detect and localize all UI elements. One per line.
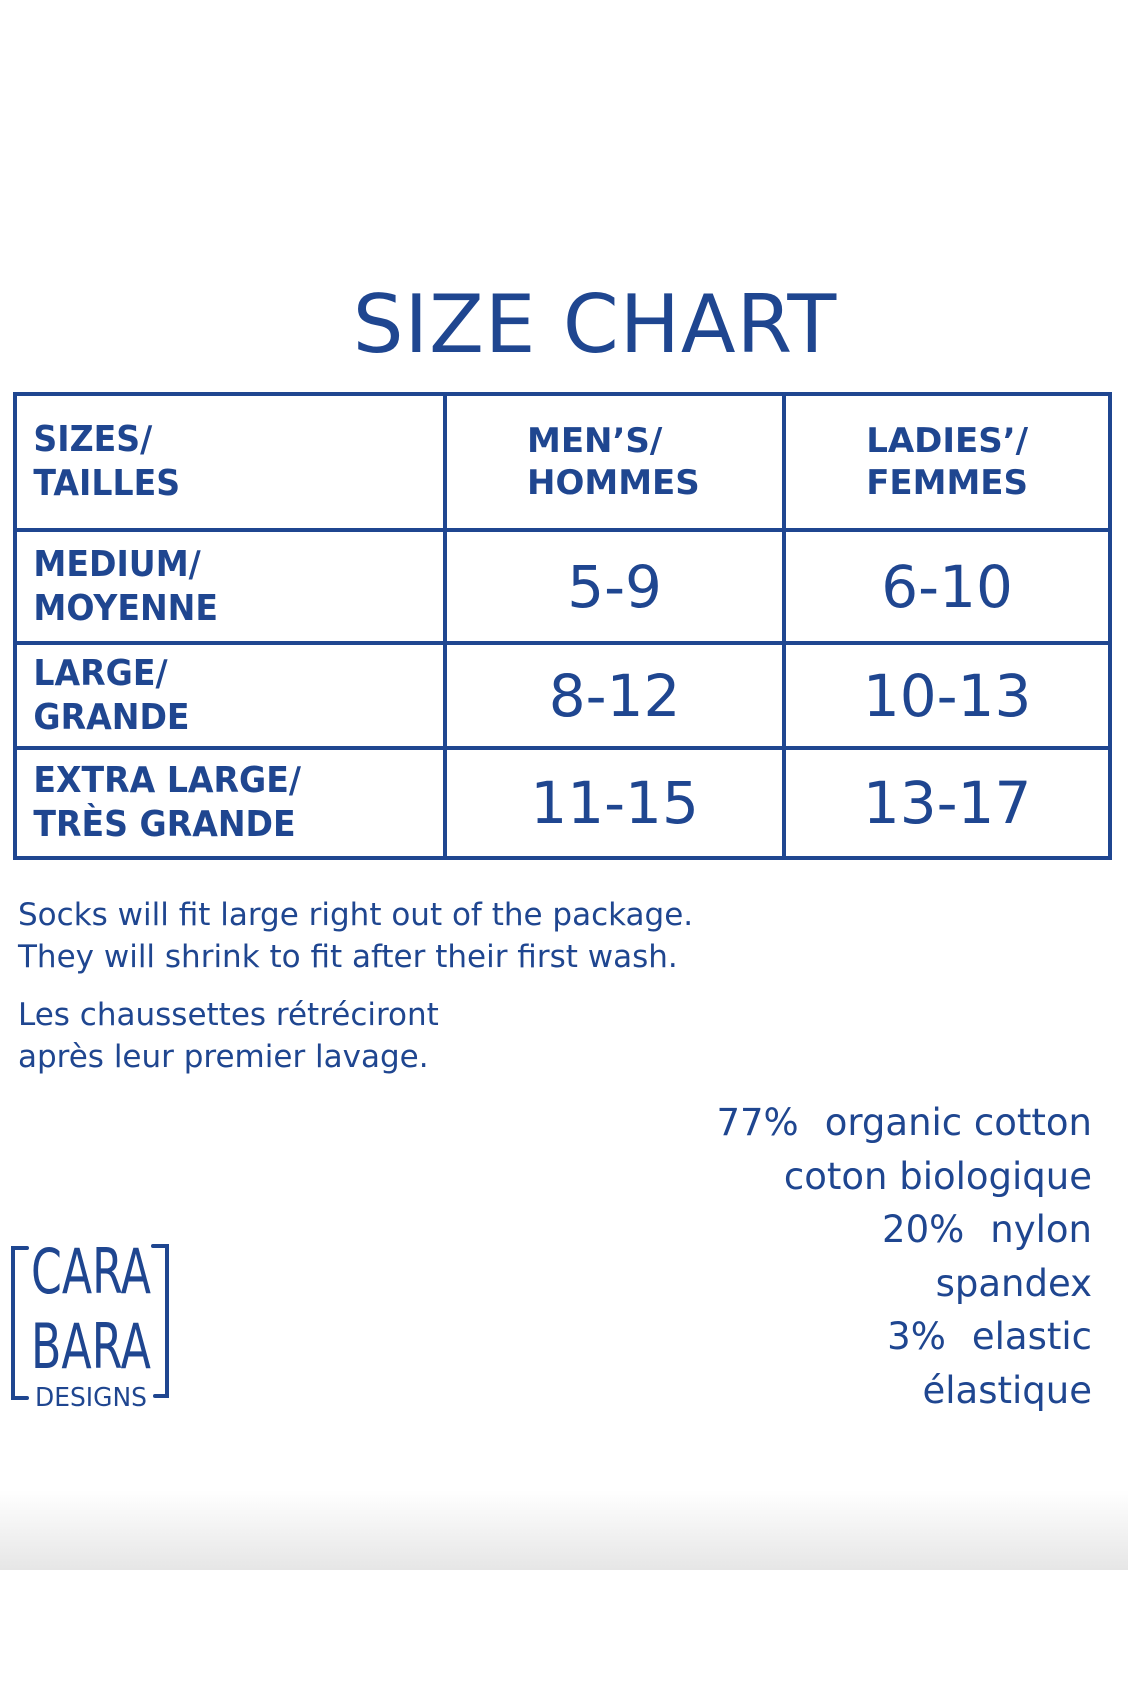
ladies-size: 6-10	[782, 528, 1112, 645]
header-sizes: SIZES/TAILLES	[13, 392, 413, 532]
header-line: TAILLES	[33, 463, 181, 504]
ladies-size: 13-17	[782, 746, 1112, 860]
composition-en: elastic	[971, 1315, 1092, 1358]
header-line: FEMMES	[866, 463, 1029, 503]
composition-item: 77% organic cotton	[716, 1096, 1092, 1150]
note-english: Socks will fit large right out of the pa…	[18, 894, 693, 978]
logo-bracket-left	[11, 1246, 29, 1400]
size-label: LARGE/GRANDE	[13, 641, 413, 750]
table-row: LARGE/GRANDE 8-12 10-13	[13, 641, 1112, 750]
composition-item: 20% nylon	[716, 1203, 1092, 1257]
composition-fr: spandex	[935, 1261, 1092, 1305]
logo-text-cara: CARA	[31, 1235, 151, 1308]
logo-text-bara: BARA	[31, 1310, 151, 1383]
header-ladies: LADIES’/FEMMES	[782, 392, 1112, 532]
table-row: EXTRA LARGE/TRÈS GRANDE 11-15 13-17	[13, 746, 1112, 860]
size-line: EXTRA LARGE/	[33, 760, 301, 801]
size-line: MEDIUM/	[33, 543, 201, 585]
composition-en: organic cotton	[824, 1101, 1092, 1144]
composition-fr: élastique	[922, 1368, 1092, 1412]
table-row: MEDIUM/MOYENNE 5-9 6-10	[13, 528, 1112, 645]
page-title: SIZE CHART	[352, 278, 838, 371]
size-label: MEDIUM/MOYENNE	[13, 528, 413, 645]
size-line: GRANDE	[33, 696, 190, 738]
table-header-row: SIZES/TAILLES MEN’S/HOMMES LADIES’/FEMME…	[13, 392, 1112, 532]
note-line: They will shrink to fit after their firs…	[18, 939, 678, 975]
header-line: SIZES/	[33, 419, 153, 460]
logo-text-designs: DESIGNS	[35, 1383, 147, 1413]
logo-bracket-right	[151, 1244, 169, 1398]
note-line: Les chaussettes rétréciront	[18, 997, 439, 1033]
mens-size: 8-12	[442, 641, 787, 750]
mens-size: 5-9	[442, 528, 787, 645]
bottom-fade	[0, 1490, 1128, 1570]
composition-fr: coton biologique	[783, 1154, 1092, 1198]
header-line: MEN’S/	[527, 421, 663, 461]
ladies-size: 10-13	[782, 641, 1112, 750]
composition-percent: 77%	[716, 1101, 799, 1144]
composition-en: nylon	[990, 1208, 1092, 1251]
header-line: HOMMES	[527, 463, 700, 503]
header-line: LADIES’/	[866, 421, 1029, 461]
composition-percent: 3%	[887, 1315, 946, 1358]
size-line: LARGE/	[33, 652, 168, 694]
size-chart-table: SIZES/TAILLES MEN’S/HOMMES LADIES’/FEMME…	[13, 392, 1112, 860]
size-line: MOYENNE	[33, 587, 219, 629]
fabric-composition: 77% organic cotton coton biologique 20% ny…	[716, 1096, 1092, 1417]
note-line: Socks will fit large right out of the pa…	[18, 897, 694, 933]
mens-size: 11-15	[442, 746, 787, 860]
size-line: TRÈS GRANDE	[33, 804, 296, 845]
header-mens: MEN’S/HOMMES	[442, 392, 787, 532]
composition-percent: 20%	[882, 1208, 965, 1251]
note-line: après leur premier lavage.	[18, 1039, 429, 1075]
size-label: EXTRA LARGE/TRÈS GRANDE	[13, 746, 413, 860]
note-french: Les chaussettes rétréciront après leur p…	[18, 994, 439, 1078]
carabara-designs-logo: CARA BARA DESIGNS	[11, 1235, 169, 1413]
composition-item: 3% elastic	[716, 1310, 1092, 1364]
